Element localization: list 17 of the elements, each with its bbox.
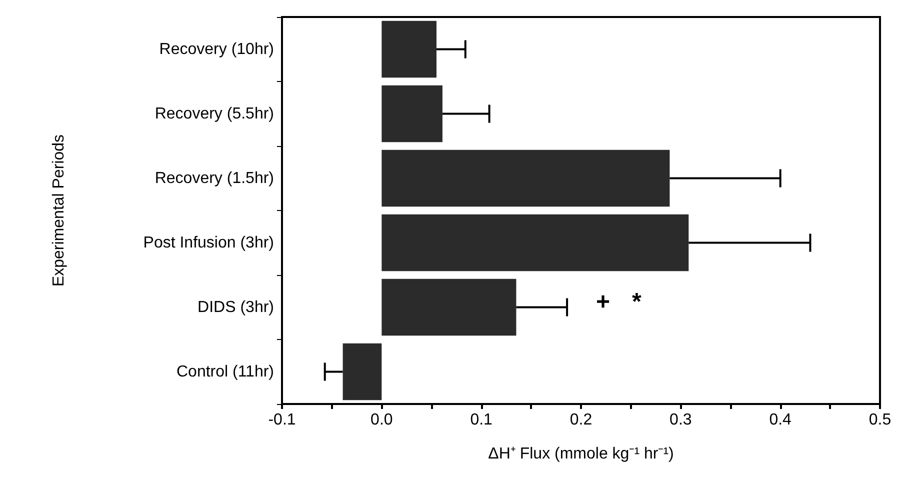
x-tick-label: -0.1 (268, 412, 296, 428)
y-tick-label: Recovery (10hr) (159, 40, 274, 58)
x-tick-label: 0.4 (769, 412, 792, 428)
y-tick-label: Recovery (1.5hr) (154, 170, 274, 187)
y-tick-label: Recovery (5.5hr) (154, 105, 274, 122)
x-tick-label: 0.2 (570, 412, 592, 428)
x-axis-title: ΔH⁺ Flux (mmole kg⁻¹ hr⁻¹) (488, 446, 674, 462)
x-tick-label: 0.1 (470, 412, 493, 428)
x-tick-label: 0.5 (868, 412, 892, 428)
annotation: * (632, 288, 642, 316)
x-tick-label: 0.0 (370, 412, 393, 428)
y-tick-label: Control (11hr) (176, 363, 274, 380)
x-tick-label: 0.3 (670, 412, 692, 428)
annotation: + (596, 288, 610, 316)
y-tick-label: Post Infusion (3hr) (143, 234, 274, 252)
y-axis-title: Experimental Periods (50, 134, 68, 287)
y-tick-label: DIDS (3hr) (198, 298, 274, 316)
